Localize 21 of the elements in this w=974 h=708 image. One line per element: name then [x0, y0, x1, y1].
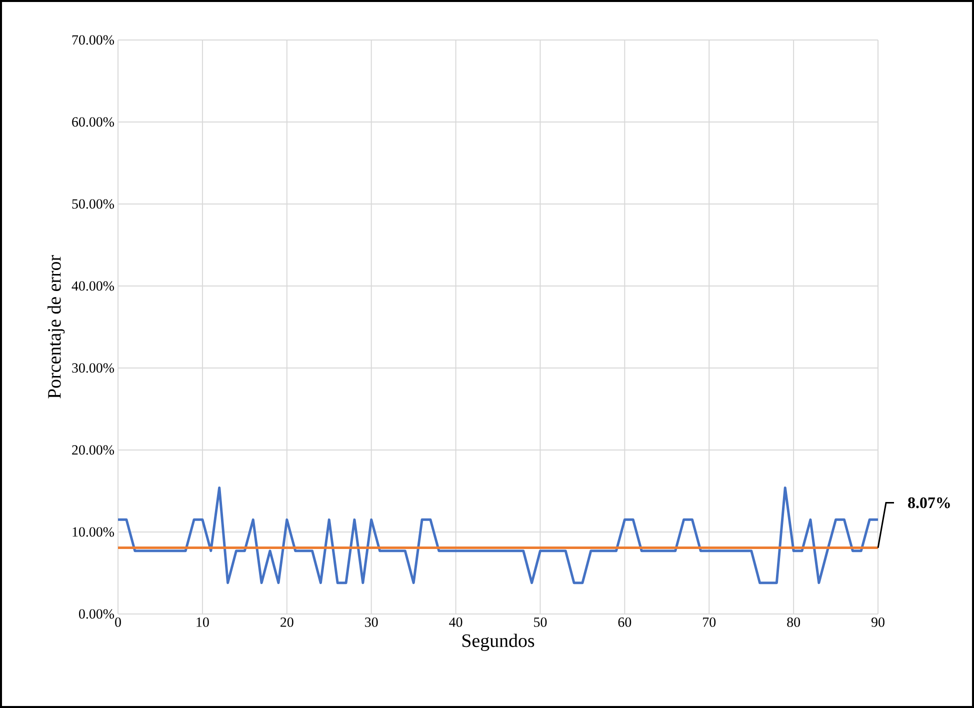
- x-tick-label: 10: [196, 618, 209, 627]
- x-tick-label: 0: [115, 618, 121, 627]
- y-axis-title: Porcentaje de error: [47, 255, 65, 398]
- y-tick-label: 20.00%: [72, 445, 114, 455]
- x-tick-label: 60: [618, 618, 632, 627]
- y-tick-label: 70.00%: [72, 35, 114, 45]
- x-tick-label: 50: [534, 618, 547, 627]
- y-tick-label: 10.00%: [72, 527, 114, 537]
- x-tick-label: 70: [703, 618, 716, 627]
- x-tick-label: 40: [449, 618, 462, 627]
- x-tick-label: 20: [280, 618, 294, 627]
- x-tick-label: 90: [871, 618, 884, 627]
- y-tick-label: 30.00%: [72, 363, 114, 373]
- ref-line-label: 8.07%: [908, 497, 950, 508]
- y-tick-label: 0.00%: [78, 609, 114, 619]
- y-tick-label: 60.00%: [72, 117, 114, 127]
- x-tick-label: 30: [365, 618, 378, 627]
- x-tick-label: 80: [787, 618, 800, 627]
- x-axis-title: Segundos: [462, 634, 534, 651]
- y-tick-label: 40.00%: [72, 281, 114, 291]
- y-tick-label: 50.00%: [72, 199, 114, 209]
